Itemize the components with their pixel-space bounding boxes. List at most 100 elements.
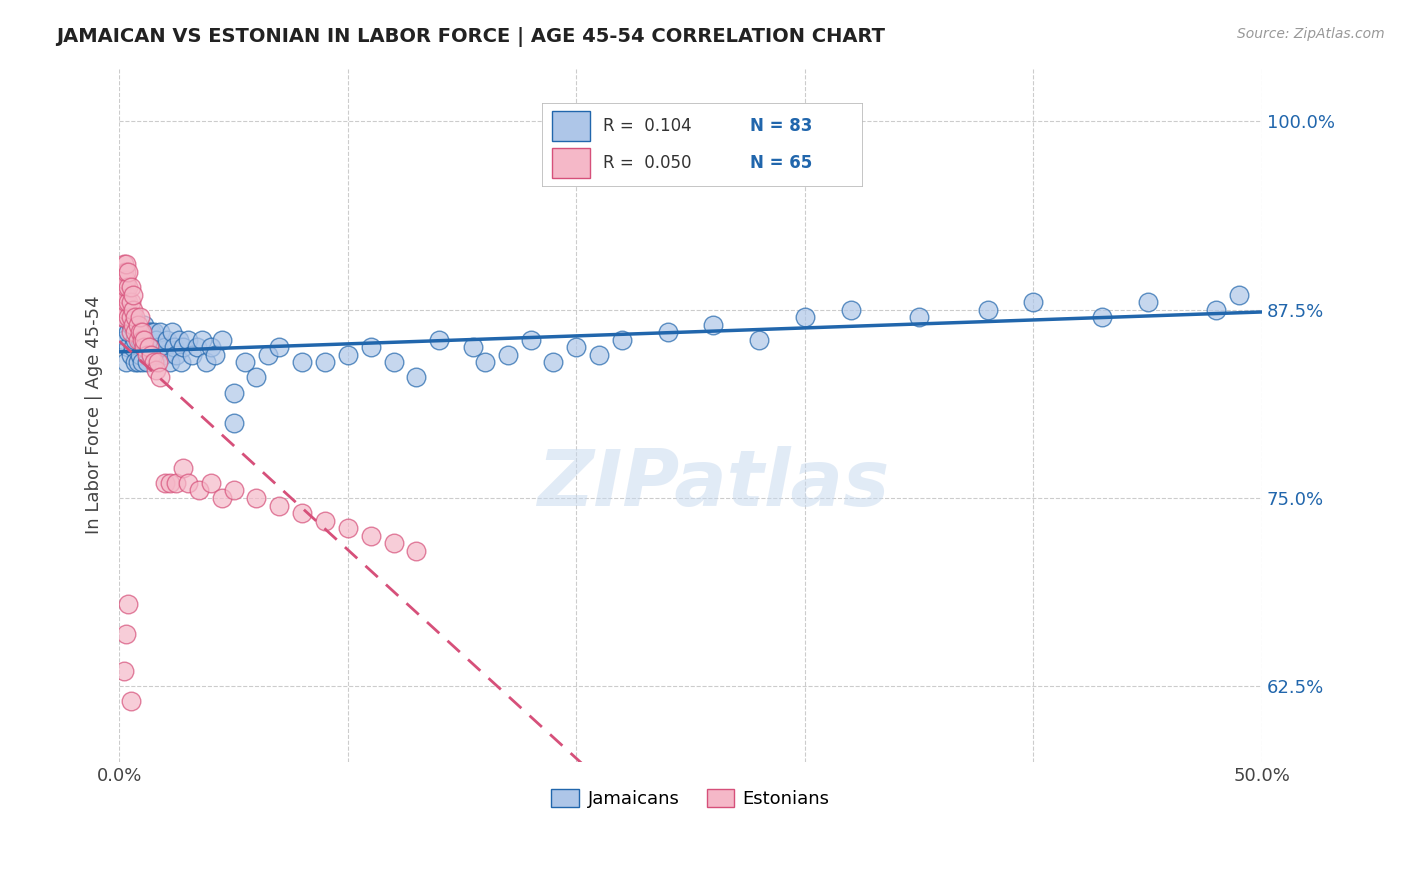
Point bbox=[245, 491, 267, 505]
Point bbox=[170, 355, 193, 369]
Point bbox=[204, 348, 226, 362]
Point bbox=[115, 257, 138, 271]
Point bbox=[135, 348, 157, 362]
Point bbox=[165, 348, 187, 362]
Point bbox=[149, 325, 172, 339]
Point bbox=[115, 355, 138, 369]
Point bbox=[122, 318, 145, 332]
Point bbox=[131, 333, 153, 347]
Point bbox=[405, 370, 427, 384]
Point bbox=[117, 280, 139, 294]
Point bbox=[172, 461, 194, 475]
Point bbox=[120, 318, 142, 332]
Point bbox=[1022, 295, 1045, 310]
Point bbox=[115, 265, 138, 279]
Point bbox=[115, 310, 138, 325]
Point bbox=[177, 475, 200, 490]
Point bbox=[159, 355, 181, 369]
Point bbox=[120, 280, 142, 294]
Point bbox=[112, 272, 135, 286]
Point bbox=[181, 348, 204, 362]
Point bbox=[233, 355, 256, 369]
Point bbox=[115, 626, 138, 640]
Point bbox=[291, 506, 314, 520]
Point bbox=[543, 355, 565, 369]
Point bbox=[152, 348, 174, 362]
Point bbox=[463, 340, 485, 354]
Point bbox=[115, 280, 138, 294]
Point bbox=[128, 333, 150, 347]
Point bbox=[120, 694, 142, 708]
Point bbox=[134, 340, 156, 354]
Point bbox=[149, 370, 172, 384]
Point bbox=[588, 348, 610, 362]
Point bbox=[141, 325, 163, 339]
Legend: Jamaicans, Estonians: Jamaicans, Estonians bbox=[544, 781, 837, 815]
Point bbox=[110, 310, 132, 325]
Point bbox=[195, 355, 218, 369]
Point bbox=[382, 355, 405, 369]
Point bbox=[145, 348, 167, 362]
Point bbox=[134, 318, 156, 332]
Point bbox=[156, 333, 179, 347]
Point bbox=[314, 355, 336, 369]
Point bbox=[112, 257, 135, 271]
Point bbox=[976, 302, 998, 317]
Point bbox=[138, 325, 160, 339]
Point bbox=[793, 310, 815, 325]
Point bbox=[122, 310, 145, 325]
Point bbox=[141, 348, 163, 362]
Point bbox=[405, 543, 427, 558]
Point bbox=[120, 325, 142, 339]
Point bbox=[117, 295, 139, 310]
Point bbox=[165, 475, 187, 490]
Point bbox=[120, 310, 142, 325]
Point bbox=[153, 475, 176, 490]
Point bbox=[124, 333, 146, 347]
Text: ZIPatlas: ZIPatlas bbox=[537, 447, 890, 523]
Point bbox=[135, 333, 157, 347]
Point bbox=[145, 333, 167, 347]
Point bbox=[117, 597, 139, 611]
Point bbox=[131, 355, 153, 369]
Point bbox=[256, 348, 278, 362]
Point bbox=[112, 333, 135, 347]
Point bbox=[145, 363, 167, 377]
Point bbox=[177, 333, 200, 347]
Point bbox=[336, 348, 359, 362]
Point bbox=[222, 416, 245, 430]
Point bbox=[138, 340, 160, 354]
Point bbox=[245, 370, 267, 384]
Point bbox=[222, 483, 245, 498]
Point bbox=[1227, 287, 1250, 301]
Point bbox=[124, 310, 146, 325]
Point bbox=[135, 355, 157, 369]
Point bbox=[115, 295, 138, 310]
Point bbox=[657, 325, 679, 339]
Point bbox=[360, 529, 382, 543]
Point bbox=[160, 325, 183, 339]
Point bbox=[427, 333, 450, 347]
Point bbox=[382, 536, 405, 550]
Point bbox=[839, 302, 862, 317]
Point bbox=[336, 521, 359, 535]
Point bbox=[141, 348, 163, 362]
Point bbox=[291, 355, 314, 369]
Point bbox=[269, 340, 291, 354]
Y-axis label: In Labor Force | Age 45-54: In Labor Force | Age 45-54 bbox=[86, 296, 103, 534]
Point bbox=[134, 340, 156, 354]
Point bbox=[112, 295, 135, 310]
Point bbox=[163, 340, 186, 354]
Point bbox=[565, 340, 588, 354]
Point bbox=[112, 265, 135, 279]
Point bbox=[127, 355, 149, 369]
Point bbox=[1136, 295, 1159, 310]
Point bbox=[190, 333, 212, 347]
Point bbox=[360, 340, 382, 354]
Point bbox=[110, 295, 132, 310]
Point bbox=[908, 310, 931, 325]
Point bbox=[110, 280, 132, 294]
Point bbox=[127, 318, 149, 332]
Point bbox=[115, 272, 138, 286]
Point bbox=[142, 355, 165, 369]
